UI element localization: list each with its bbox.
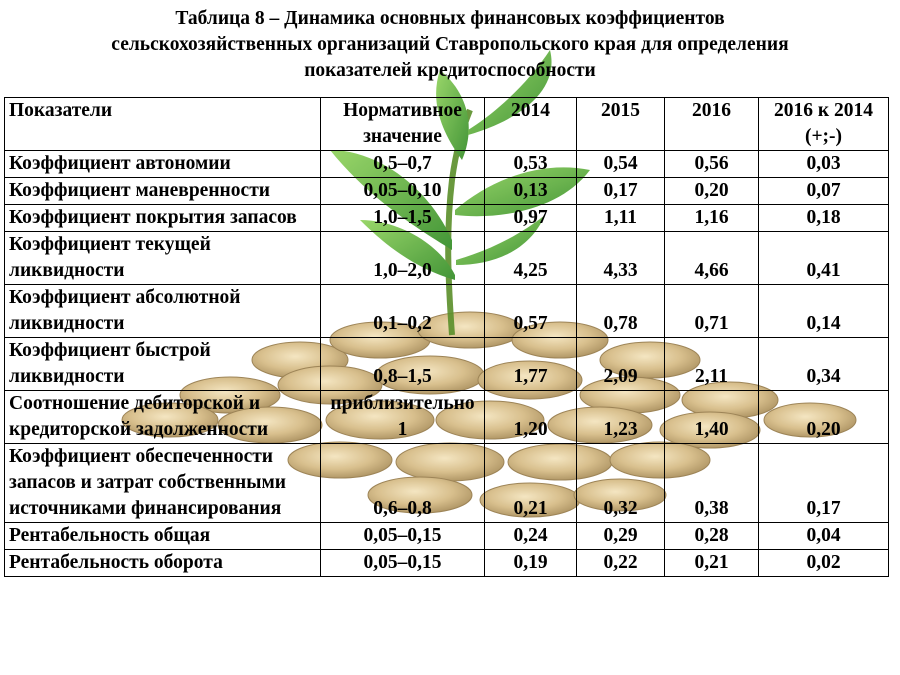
value-2014-cell: 1,20 — [484, 390, 577, 444]
value-2016-cell: 0,71 — [664, 284, 759, 338]
value-2015-cell: 0,17 — [576, 177, 665, 205]
indicator-cell: Коэффициент покрытия запасов — [4, 204, 321, 232]
table-row: Коэффициент быстрой ликвидности 0,8–1,5 1,… — [4, 337, 889, 391]
title-line-3: показателей кредитоспособности — [304, 60, 596, 81]
header-2016: 2016 — [664, 97, 759, 151]
normative-cell: 0,05–0,15 — [320, 549, 485, 577]
normative-cell: 0,05–0,15 — [320, 522, 485, 550]
table-row: Рентабельность общая 0,05–0,15 0,24 0,29 0,2… — [4, 522, 889, 550]
normative-cell: приблизительно 1 — [320, 390, 485, 444]
indicator-cell: Коэффициент абсолютной ликвидности — [4, 284, 321, 338]
financial-ratios-table: Показатели Нормативное значение 2014 201… — [4, 97, 889, 577]
value-2014-cell: 1,77 — [484, 337, 577, 391]
value-2016-cell: 0,38 — [664, 443, 759, 523]
value-2014-cell: 0,13 — [484, 177, 577, 205]
table-row: Коэффициент маневренности 0,05–0,10 0,13 0,… — [4, 177, 889, 205]
value-2016-cell: 2,11 — [664, 337, 759, 391]
header-2014: 2014 — [484, 97, 577, 151]
indicator-cell: Рентабельность общая — [4, 522, 321, 550]
value-2015-cell: 1,23 — [576, 390, 665, 444]
value-2016-cell: 0,20 — [664, 177, 759, 205]
value-2015-cell: 0,32 — [576, 443, 665, 523]
value-2016-cell: 0,21 — [664, 549, 759, 577]
value-2015-cell: 0,78 — [576, 284, 665, 338]
value-2015-cell: 0,22 — [576, 549, 665, 577]
title-line-1: Таблица 8 – Динамика основных финансовых… — [175, 8, 725, 29]
value-2016-cell: 4,66 — [664, 231, 759, 285]
value-2016-cell: 1,40 — [664, 390, 759, 444]
indicator-cell: Соотношение дебиторской и кредиторской з… — [4, 390, 321, 444]
change-cell: 0,34 — [758, 337, 889, 391]
value-2014-cell: 0,21 — [484, 443, 577, 523]
value-2014-cell: 4,25 — [484, 231, 577, 285]
change-cell: 0,07 — [758, 177, 889, 205]
header-2015: 2015 — [576, 97, 665, 151]
table-row: Коэффициент автономии 0,5–0,7 0,53 0,54 0,56… — [4, 150, 889, 178]
value-2015-cell: 0,54 — [576, 150, 665, 178]
change-cell: 0,02 — [758, 549, 889, 577]
value-2014-cell: 0,19 — [484, 549, 577, 577]
normative-cell: 1,0–2,0 — [320, 231, 485, 285]
value-2014-cell: 0,97 — [484, 204, 577, 232]
normative-cell: 0,05–0,10 — [320, 177, 485, 205]
table-row: Рентабельность оборота 0,05–0,15 0,19 0,22 0… — [4, 549, 889, 577]
value-2015-cell: 4,33 — [576, 231, 665, 285]
title-line-2: сельскохозяйственных организаций Ставроп… — [111, 34, 789, 55]
table-title: Таблица 8 – Динамика основных финансовых… — [0, 6, 900, 84]
change-cell: 0,04 — [758, 522, 889, 550]
indicator-cell: Коэффициент текущей ликвидности — [4, 231, 321, 285]
value-2015-cell: 2,09 — [576, 337, 665, 391]
normative-cell: 1,0–1,5 — [320, 204, 485, 232]
value-2014-cell: 0,53 — [484, 150, 577, 178]
value-2014-cell: 0,57 — [484, 284, 577, 338]
indicator-cell: Коэффициент маневренности — [4, 177, 321, 205]
value-2016-cell: 1,16 — [664, 204, 759, 232]
indicator-cell: Коэффициент автономии — [4, 150, 321, 178]
indicator-cell: Коэффициент обеспеченности запасов и зат… — [4, 443, 321, 523]
value-2015-cell: 0,29 — [576, 522, 665, 550]
table-row: Коэффициент обеспеченности запасов и зат… — [4, 443, 889, 523]
normative-cell: 0,5–0,7 — [320, 150, 485, 178]
value-2016-cell: 0,28 — [664, 522, 759, 550]
normative-cell: 0,8–1,5 — [320, 337, 485, 391]
value-2015-cell: 1,11 — [576, 204, 665, 232]
table-header-row: Показатели Нормативное значение 2014 201… — [4, 97, 889, 151]
indicator-cell: Коэффициент быстрой ликвидности — [4, 337, 321, 391]
value-2016-cell: 0,56 — [664, 150, 759, 178]
change-cell: 0,18 — [758, 204, 889, 232]
normative-cell: 0,1–0,2 — [320, 284, 485, 338]
indicator-cell: Рентабельность оборота — [4, 549, 321, 577]
change-cell: 0,14 — [758, 284, 889, 338]
change-cell: 0,41 — [758, 231, 889, 285]
table-row: Коэффициент покрытия запасов 1,0–1,5 0,97 1… — [4, 204, 889, 232]
value-2014-cell: 0,24 — [484, 522, 577, 550]
header-normative: Нормативное значение — [320, 97, 485, 151]
table-row: Соотношение дебиторской и кредиторской з… — [4, 390, 889, 444]
table-row: Коэффициент текущей ликвидности 1,0–2,0 4,… — [4, 231, 889, 285]
change-cell: 0,03 — [758, 150, 889, 178]
header-change: 2016 к 2014 (+;-) — [758, 97, 889, 151]
change-cell: 0,20 — [758, 390, 889, 444]
change-cell: 0,17 — [758, 443, 889, 523]
header-indicator: Показатели — [4, 97, 321, 151]
normative-cell: 0,6–0,8 — [320, 443, 485, 523]
table-row: Коэффициент абсолютной ликвидности 0,1–0,… — [4, 284, 889, 338]
